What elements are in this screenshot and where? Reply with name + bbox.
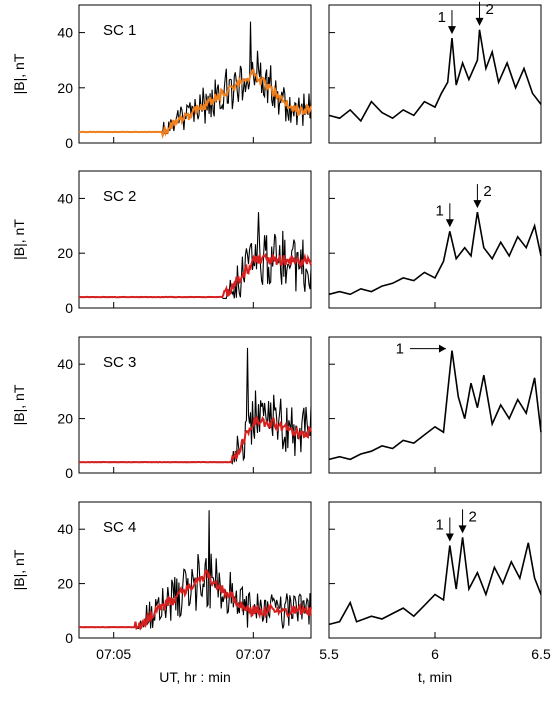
right-axes-frame [328, 170, 542, 309]
annotation-arrowhead [473, 200, 482, 209]
x-axis-label-right: t, min [418, 669, 452, 685]
annotation-arrowhead [445, 533, 454, 542]
x-tick-label: 07:05 [96, 646, 131, 662]
spacecraft-label: SC 1 [103, 22, 136, 39]
x-tick-label: 6.5 [531, 646, 551, 662]
series-line-raw [78, 212, 312, 299]
y-tick-label: 20 [57, 576, 73, 592]
panel-2: 0 20 40 |B|, nT SC 2 1 2 [11, 170, 542, 316]
panel-3: 0 20 40 |B|, nT SC 3 1 [11, 336, 542, 481]
x-tick-label: 07:07 [236, 646, 271, 662]
y-tick-label: 0 [65, 465, 73, 481]
annotation-label: 2 [486, 1, 494, 18]
annotation-arrowhead [475, 17, 484, 26]
annotation-arrowhead [458, 525, 467, 534]
y-tick-label: 40 [57, 356, 73, 372]
left-axes-frame [78, 170, 312, 309]
left-axes-frame [78, 4, 312, 144]
right-axes-frame [328, 336, 542, 474]
spacecraft-label: SC 2 [103, 188, 136, 205]
series-line-smoothed [78, 415, 312, 464]
y-tick-label: 20 [57, 245, 73, 261]
y-axis-label: |B|, nT [11, 53, 27, 94]
y-axis-label: |B|, nT [11, 219, 27, 260]
series-line-t [328, 29, 542, 123]
annotation-label: 2 [483, 183, 491, 200]
panel-1: 0 20 40 |B|, nT SC 1 1 2 [11, 1, 542, 151]
x-tick-label: 5.5 [319, 646, 339, 662]
y-tick-label: 40 [57, 25, 73, 41]
y-axis-label: |B|, nT [11, 384, 27, 425]
annotation-arrowhead [447, 26, 456, 35]
y-tick-label: 40 [57, 190, 73, 206]
left-axes-frame [78, 501, 312, 639]
y-tick-label: 20 [57, 80, 73, 96]
series-line-smoothed [78, 569, 312, 631]
y-axis-label: |B|, nT [11, 549, 27, 590]
annotation-label: 1 [435, 202, 443, 219]
annotation-label: 1 [438, 9, 446, 26]
panel-4: 0 20 40 |B|, nT SC 4 1 2 [11, 501, 542, 646]
spacecraft-label: SC 4 [103, 519, 136, 536]
series-line-t [328, 211, 542, 296]
annotation-arrowhead [445, 219, 454, 228]
left-axes-frame [78, 336, 312, 474]
annotation-label: 2 [469, 508, 477, 525]
spacecraft-label: SC 3 [103, 354, 136, 371]
series-line-t [328, 537, 542, 626]
annotation-arrowhead [438, 344, 446, 353]
series-line-smoothed [78, 252, 312, 299]
annotation-label: 1 [435, 517, 443, 534]
series-line-smoothed [78, 68, 312, 139]
y-tick-label: 0 [65, 630, 73, 646]
x-tick-label: 6 [431, 646, 439, 662]
y-tick-label: 40 [57, 521, 73, 537]
y-tick-label: 20 [57, 411, 73, 427]
right-axes-frame [328, 4, 542, 144]
series-line-t [328, 350, 542, 461]
x-axis-label-left: UT, hr : min [159, 669, 231, 685]
annotation-label: 1 [396, 341, 404, 358]
y-tick-label: 0 [65, 135, 73, 151]
y-tick-label: 0 [65, 300, 73, 316]
